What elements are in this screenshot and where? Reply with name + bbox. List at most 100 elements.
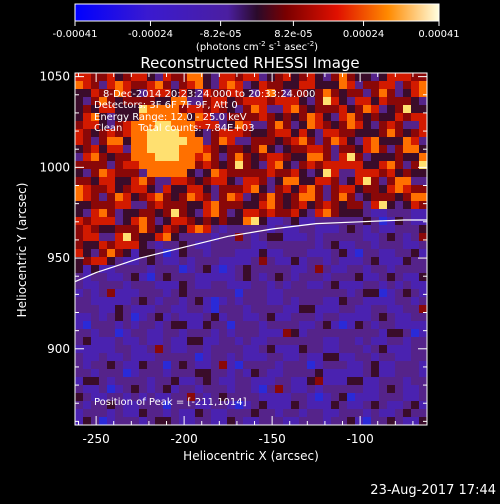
heatmap-cell xyxy=(195,153,204,162)
heatmap-cell xyxy=(395,281,404,290)
heatmap-cell xyxy=(91,225,100,234)
heatmap-cell xyxy=(323,73,332,82)
heatmap-cell xyxy=(83,313,92,322)
heatmap-cell xyxy=(283,209,292,218)
heatmap-cell xyxy=(123,121,132,130)
heatmap-cell xyxy=(115,89,124,98)
heatmap-cell xyxy=(315,209,324,218)
heatmap-cell xyxy=(163,281,172,290)
heatmap-cell xyxy=(355,241,364,250)
heatmap-cell xyxy=(291,145,300,154)
heatmap-cell xyxy=(339,257,348,266)
heatmap-cell xyxy=(91,105,100,114)
heatmap-cell xyxy=(235,249,244,258)
heatmap-cell xyxy=(299,89,308,98)
heatmap-cell xyxy=(211,345,220,354)
heatmap-cell xyxy=(291,273,300,282)
heatmap-cell xyxy=(91,265,100,274)
heatmap-cell xyxy=(307,297,316,306)
heatmap-cell xyxy=(123,393,132,402)
heatmap-cell xyxy=(123,177,132,186)
colorbar-gradient xyxy=(74,3,440,22)
heatmap-cell xyxy=(139,169,148,178)
heatmap-cell xyxy=(371,353,380,362)
heatmap-cell xyxy=(179,185,188,194)
heatmap-cell xyxy=(179,121,188,130)
heatmap-cell xyxy=(107,321,116,330)
heatmap-cell xyxy=(75,369,84,378)
heatmap-cell xyxy=(371,169,380,178)
heatmap-cell xyxy=(419,169,427,178)
heatmap-cell xyxy=(219,305,228,314)
heatmap-cell xyxy=(307,329,316,338)
heatmap-cell xyxy=(315,305,324,314)
heatmap-cell xyxy=(211,217,220,226)
heatmap-cell xyxy=(371,193,380,202)
heatmap-cell xyxy=(331,281,340,290)
heatmap-cell xyxy=(307,385,316,394)
heatmap-cell xyxy=(267,97,276,106)
heatmap-cell xyxy=(347,217,356,226)
heatmap-cell xyxy=(147,169,156,178)
heatmap-cell xyxy=(419,297,427,306)
heatmap-cell xyxy=(315,169,324,178)
heatmap-cell xyxy=(187,193,196,202)
heatmap-cell xyxy=(315,177,324,186)
heatmap-cell xyxy=(235,201,244,210)
heatmap-cell xyxy=(259,273,268,282)
heatmap-cell xyxy=(267,305,276,314)
heatmap-cell xyxy=(187,417,196,425)
heatmap-cell xyxy=(99,353,108,362)
heatmap-cell xyxy=(419,281,427,290)
heatmap-cell xyxy=(395,241,404,250)
heatmap-cell xyxy=(251,417,260,425)
heatmap-cell xyxy=(219,417,228,425)
heatmap-cell xyxy=(107,105,116,114)
heatmap-cell xyxy=(99,105,108,114)
heatmap-cell xyxy=(283,177,292,186)
heatmap-cell xyxy=(347,393,356,402)
heatmap-cell xyxy=(195,257,204,266)
heatmap-cell xyxy=(291,369,300,378)
heatmap-cell xyxy=(155,345,164,354)
heatmap-cell xyxy=(259,297,268,306)
heatmap-cell xyxy=(99,137,108,146)
heatmap-cell xyxy=(411,169,420,178)
heatmap-cell xyxy=(291,193,300,202)
heatmap-cell xyxy=(147,201,156,210)
heatmap-cell xyxy=(411,233,420,242)
heatmap-cell xyxy=(211,361,220,370)
heatmap-cell xyxy=(251,273,260,282)
heatmap-cell xyxy=(195,137,204,146)
heatmap-cell xyxy=(379,81,388,90)
heatmap-cell xyxy=(379,185,388,194)
heatmap-cell xyxy=(299,297,308,306)
annotation-block: 8-Dec-2014 20:23:24.000 to 20:33:24.000 … xyxy=(94,89,315,134)
heatmap-cell xyxy=(131,105,140,114)
heatmap-cell xyxy=(131,137,140,146)
heatmap-cell xyxy=(203,241,212,250)
heatmap-cell xyxy=(147,241,156,250)
heatmap-cell xyxy=(235,401,244,410)
heatmap-cell xyxy=(387,377,396,386)
heatmap-cell xyxy=(299,353,308,362)
heatmap-cell xyxy=(395,193,404,202)
heatmap-cell xyxy=(115,329,124,338)
heatmap-cell xyxy=(379,265,388,274)
heatmap-cell xyxy=(299,225,308,234)
heatmap-cell xyxy=(355,345,364,354)
heatmap-cell xyxy=(107,185,116,194)
heatmap-cell xyxy=(331,161,340,170)
heatmap-cell xyxy=(339,401,348,410)
heatmap-cell xyxy=(123,265,132,274)
heatmap-cell xyxy=(331,225,340,234)
heatmap-cell xyxy=(259,313,268,322)
heatmap-cell xyxy=(235,361,244,370)
heatmap-cell xyxy=(267,249,276,258)
heatmap-cell xyxy=(275,289,284,298)
heatmap-cell xyxy=(411,345,420,354)
heatmap-cell xyxy=(355,225,364,234)
heatmap-cell xyxy=(203,377,212,386)
heatmap-cell xyxy=(411,369,420,378)
heatmap-cell xyxy=(315,105,324,114)
